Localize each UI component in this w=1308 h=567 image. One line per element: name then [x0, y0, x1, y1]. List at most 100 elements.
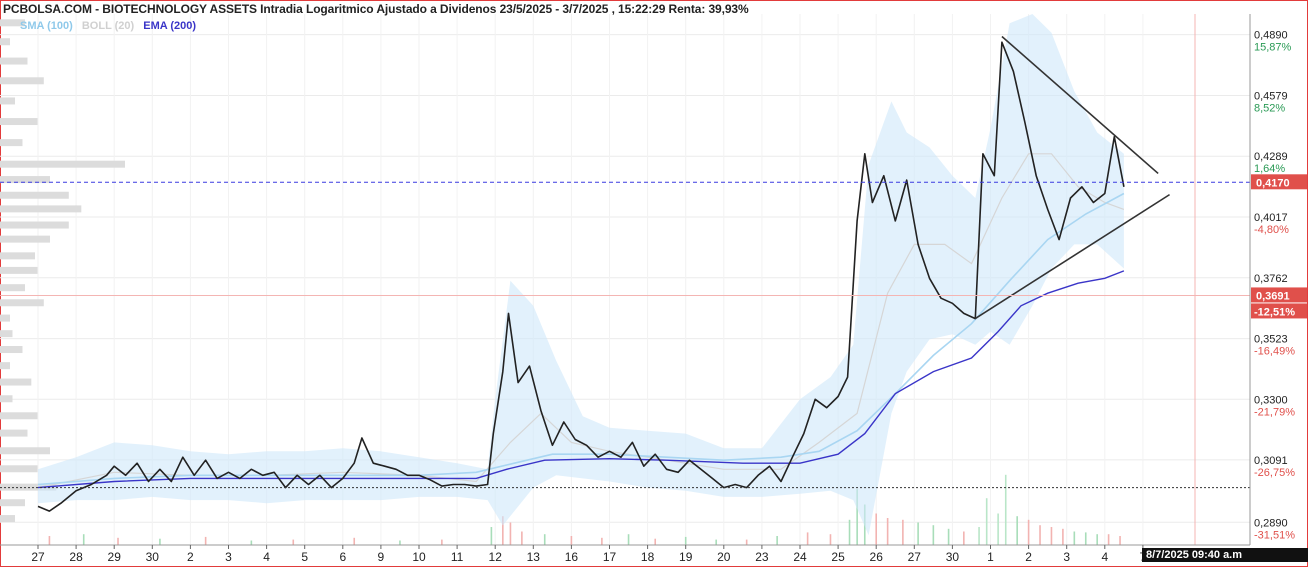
volume-profile-bar [0, 284, 25, 292]
volume-profile-bar [0, 447, 50, 455]
volume-bar [82, 534, 85, 545]
volume-bar [1073, 531, 1076, 545]
bollinger-middle-line [37, 153, 1125, 489]
price-line-group [37, 35, 1171, 512]
y-tick-label: 0,4017 [1254, 212, 1288, 224]
volume-bar [654, 538, 657, 545]
volume-profile-bar [0, 412, 38, 420]
volume-bar [509, 522, 512, 545]
current-price-badge [1251, 174, 1307, 190]
volume-bar [902, 519, 904, 545]
y-tick-pct: -16,49% [1254, 346, 1295, 358]
volume-bar [829, 534, 832, 545]
volume-bar [715, 539, 717, 545]
bollinger-bands [37, 14, 1125, 536]
volume-bar [684, 536, 687, 545]
volume-bar [159, 538, 161, 545]
volume-profile-bar [0, 176, 50, 184]
x-tick-label: 24 [793, 550, 807, 564]
volume-profile-bar [0, 330, 13, 338]
volume-bar [48, 536, 51, 545]
volume-bar [776, 536, 778, 545]
volume-profile-bar [0, 19, 25, 27]
legend: SMA (100) BOLL (20) EMA (200) [20, 20, 202, 32]
volume-bar [947, 528, 950, 545]
y-tick-label: 0,4890 [1254, 30, 1288, 42]
y-tick-pct: -31,51% [1254, 529, 1295, 541]
volume-bar [875, 513, 877, 545]
x-tick-label: 20 [717, 550, 731, 564]
x-axis: 27 28 29 30 2 3 4 5 6 9 10 11 12 13 16 17 18 19 20 23 24 25 26… [0, 544, 1250, 564]
volume-profile-bar [0, 314, 10, 322]
volume-bar [997, 513, 999, 545]
volume-profile-bar [0, 97, 15, 105]
x-tick-label: 11 [451, 550, 464, 564]
volume-profile-bar [0, 118, 38, 126]
volume-profile-bar [0, 160, 125, 168]
x-tick-label: 17 [603, 550, 617, 564]
volume-bar [848, 519, 851, 545]
y-tick-label: 0,4579 [1254, 91, 1288, 103]
x-tick-label: 2 [1025, 550, 1032, 564]
y-tick-label: 0,4289 [1254, 151, 1288, 163]
volume-profile-bar [0, 139, 23, 147]
current-price-badge-label: 0,4170 [1256, 177, 1290, 189]
volume-bar [886, 518, 889, 545]
volume-profile-bar [0, 346, 23, 354]
volume-bar [1016, 516, 1018, 545]
x-tick-label: 26 [870, 550, 884, 564]
volume-profile-bar [0, 191, 69, 199]
volume-bar [1107, 534, 1110, 545]
x-tick-label: 25 [831, 550, 845, 564]
volume-bar [117, 537, 119, 545]
volume-profile-bar [0, 378, 32, 386]
reference-price-badge [1251, 287, 1307, 303]
volume-bar [1062, 528, 1064, 545]
volume-bar [917, 522, 919, 545]
volume-bar [502, 516, 504, 545]
timestamp-label: 8/7/2025 09:40 a.m [1142, 548, 1308, 562]
volume-profile-bar [0, 515, 15, 523]
reference-price-badge-label: 0,3691 [1256, 290, 1290, 302]
volume-profile-bar [0, 235, 50, 243]
legend-ema[interactable]: EMA (200) [143, 20, 197, 32]
indicator-lines [37, 192, 1125, 489]
volume-bar [601, 537, 603, 545]
x-tick-label: 4 [1101, 550, 1108, 564]
volume-bar [1096, 534, 1098, 545]
x-tick-label: 4 [263, 550, 270, 564]
legend-boll[interactable]: BOLL (20) [81, 20, 135, 32]
y-tick-label: 0,3300 [1254, 394, 1288, 406]
volume-bar [1119, 536, 1121, 545]
price-markers [0, 14, 1250, 545]
y-tick-label: 0,3523 [1254, 334, 1288, 346]
trendline [1001, 35, 1159, 175]
volume-bar [570, 536, 573, 545]
volume-bar [932, 525, 935, 545]
sma-line [37, 192, 1125, 486]
trendline [974, 193, 1171, 320]
x-tick-label: 19 [679, 550, 693, 564]
x-tick-label: 2 [187, 550, 194, 564]
y-tick-pct: -21,79% [1254, 406, 1295, 418]
volume-profile-bar [0, 38, 10, 46]
legend-sma[interactable]: SMA (100) [20, 20, 73, 32]
volume-bar [521, 531, 523, 545]
volume-bar [627, 534, 630, 545]
x-tick-label: 13 [527, 550, 541, 564]
volume-bar [1050, 527, 1053, 545]
y-tick-pct: 15,87% [1254, 42, 1292, 54]
reference-pct-badge [1251, 303, 1307, 319]
x-tick-label: 30 [946, 550, 960, 564]
y-tick-label: 0,3762 [1254, 273, 1288, 285]
volume-profile-bar [0, 429, 28, 437]
x-tick-label: 3 [225, 550, 232, 564]
y-tick-pct: -4,80% [1254, 224, 1289, 236]
volume-bar [856, 489, 858, 545]
volume-bar [985, 498, 988, 545]
x-tick-label: 6 [339, 550, 346, 564]
volume-bar [204, 536, 207, 545]
volume-bar [1039, 525, 1041, 545]
